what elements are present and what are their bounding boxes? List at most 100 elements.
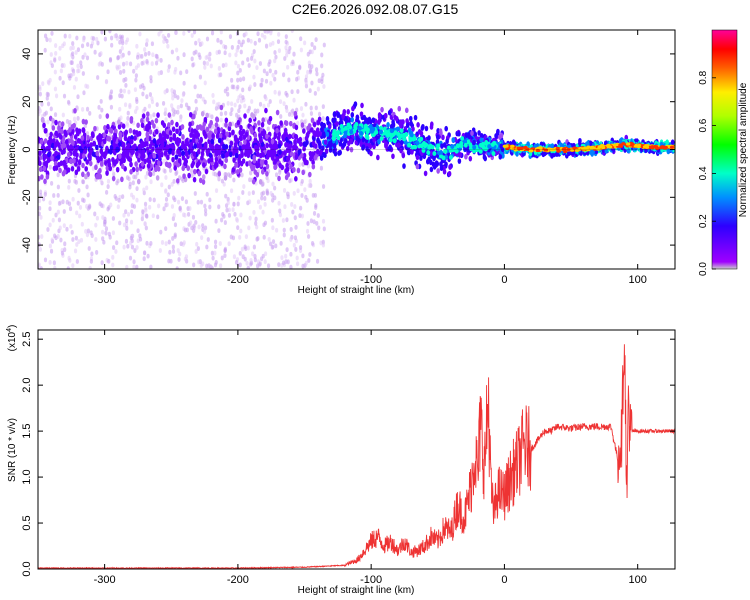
spectrogram-noise (313, 45, 317, 51)
x-tick-label: -100 (360, 274, 382, 286)
spectrogram-noise (229, 188, 234, 194)
spectrogram-cell (377, 138, 381, 145)
spectrogram-noise (174, 171, 178, 177)
spectrogram-noise (193, 191, 197, 196)
spectrogram-noise (118, 34, 122, 40)
spectrogram-cell (316, 119, 321, 126)
spectrogram-noise (296, 120, 300, 126)
spectrogram-ridge (583, 146, 588, 150)
spectrogram-noise (278, 212, 283, 218)
spectrogram-ridge (504, 144, 509, 148)
spectrogram-cell (95, 144, 99, 151)
spectrogram-noise (147, 103, 152, 109)
spectrogram-cell (71, 140, 75, 146)
spectrogram-noise (213, 250, 217, 256)
spectrogram-cell (129, 169, 133, 175)
spectrogram-noise (112, 171, 116, 177)
spectrogram-noise (121, 194, 125, 200)
spectrogram-noise (274, 69, 278, 75)
spectrogram-cell (234, 152, 239, 159)
spectrogram-cell (184, 151, 189, 157)
spectrogram-noise (312, 126, 317, 132)
spectrogram-noise (144, 213, 149, 219)
spectrogram-noise (214, 188, 219, 194)
spectrogram-noise (175, 47, 179, 53)
spectrogram-noise (96, 75, 100, 80)
spectrogram-ridge (555, 146, 561, 151)
spectrogram-noise (301, 112, 305, 118)
spectrogram-noise (179, 241, 183, 247)
spectrogram-noise (159, 30, 163, 34)
spectrogram-noise (301, 253, 305, 259)
spectrogram-noise (156, 214, 160, 220)
spectrogram-noise (168, 168, 173, 173)
spectrogram-cell (42, 122, 46, 129)
spectrogram-cell (131, 145, 136, 151)
spectrogram-ridge (519, 146, 524, 150)
spectrogram-cell (83, 148, 88, 154)
spectrogram-cell (293, 144, 298, 151)
spectrogram-noise (280, 255, 284, 261)
spectrogram-noise (203, 65, 207, 70)
spectrogram-ridge (633, 144, 638, 148)
spectrogram-cell (201, 174, 206, 180)
spectrogram-noise (184, 199, 188, 205)
spectrogram-noise (298, 162, 302, 168)
spectrogram-noise (42, 196, 46, 202)
spectrogram-cell (341, 113, 345, 120)
spectrogram-noise (284, 259, 288, 265)
spectrogram-cell (310, 117, 315, 124)
spectrogram-noise (176, 95, 180, 100)
spectrogram-noise (197, 38, 201, 43)
spectrogram-noise (148, 92, 152, 97)
spectrogram-noise (52, 260, 56, 266)
spectrogram-noise (40, 101, 44, 107)
spectrogram-cell (189, 141, 194, 148)
spectrogram-noise (219, 72, 223, 78)
spectrogram-noise (93, 49, 97, 55)
spectrogram-noise (71, 263, 75, 269)
spectrogram-highlight (336, 130, 341, 135)
spectrogram-noise (289, 264, 293, 269)
spectrogram-cell (254, 146, 259, 153)
spectrogram-noise (49, 106, 53, 112)
spectrogram-noise (252, 210, 256, 215)
spectrogram-noise (99, 51, 103, 56)
spectrogram-noise (124, 82, 128, 88)
spectrogram-noise (289, 251, 293, 257)
spectrogram-cell (136, 122, 140, 129)
spectrogram-noise (291, 59, 295, 65)
spectrogram-noise (219, 263, 223, 269)
spectrogram-cell (120, 163, 125, 170)
spectrogram-noise (56, 209, 60, 215)
spectrogram-noise (130, 244, 135, 250)
spectrogram-cell (146, 111, 150, 117)
spectrogram-noise (71, 41, 75, 46)
spectrogram-noise (226, 100, 230, 106)
spectrogram-noise (48, 260, 52, 265)
spectrogram-cell (81, 127, 86, 133)
spectrogram-noise (62, 63, 66, 68)
spectrogram-noise (104, 230, 108, 236)
spectrogram-cell (225, 131, 229, 137)
spectrogram-noise (118, 93, 122, 99)
spectrogram-noise (307, 258, 311, 263)
spectrogram-highlight (359, 130, 364, 136)
spectrogram-noise (259, 82, 264, 88)
spectrogram-noise (78, 205, 83, 210)
spectrogram-cell (195, 133, 199, 139)
y-tick-label: 0.0 (21, 561, 33, 576)
spectrogram-noise (307, 63, 312, 69)
spectrogram-noise (66, 99, 71, 105)
spectrogram-noise (197, 259, 201, 265)
spectrogram-noise (46, 119, 50, 125)
spectrogram-cell (311, 163, 316, 170)
spectrogram-noise (124, 218, 129, 224)
spectrogram-cell (112, 141, 117, 148)
spectrogram-cell (60, 128, 64, 135)
spectrogram-highlight (343, 130, 348, 136)
spectrogram-cell (429, 159, 433, 166)
spectrogram-cell (236, 119, 241, 126)
spectrogram-noise (273, 76, 277, 82)
spectrogram-noise (253, 58, 257, 64)
